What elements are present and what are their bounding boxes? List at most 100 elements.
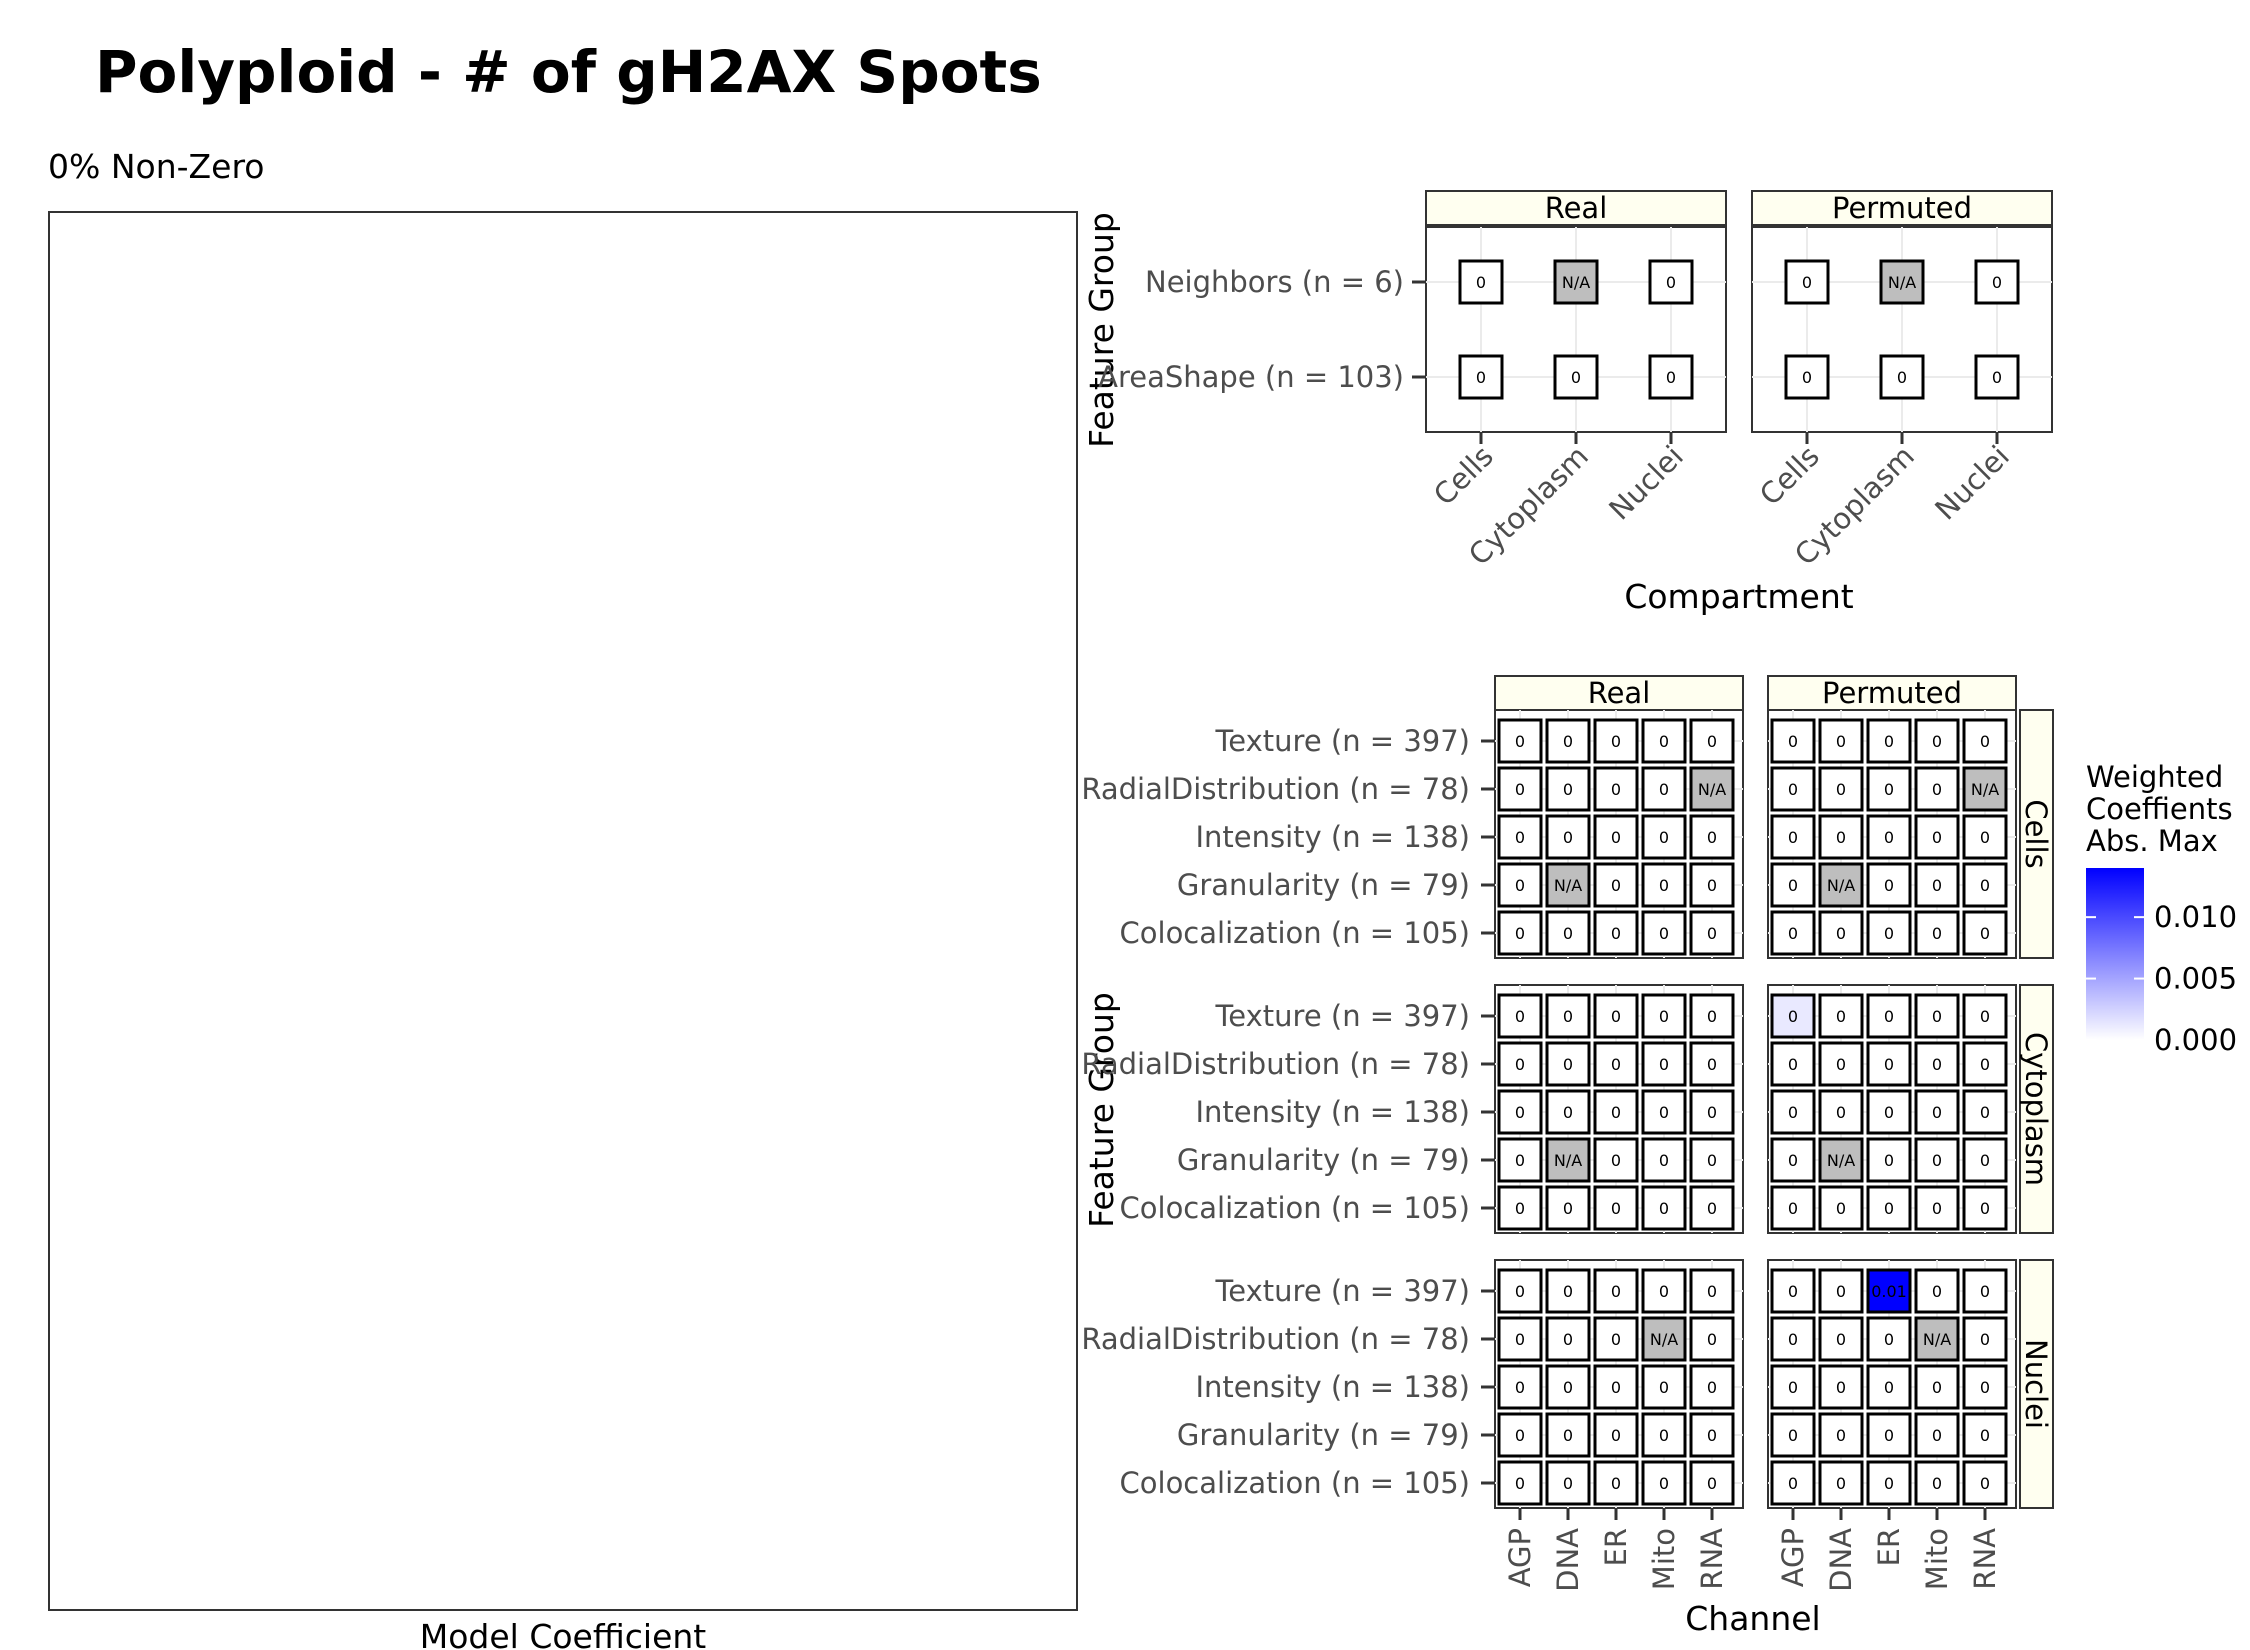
heatmap-cell (1818, 1316, 1864, 1362)
bottom-row-strip (2019, 1259, 2054, 1509)
heatmap-cell (1689, 910, 1735, 956)
cell-value-label: 0 (1563, 1199, 1573, 1218)
cell-value-label: 0 (1563, 828, 1573, 847)
cell-value-label: 0 (1659, 1378, 1669, 1397)
cell-value-label: 0 (1980, 1282, 1990, 1301)
cell-value-label: 0 (1932, 876, 1942, 895)
heatmap-cell (1497, 718, 1543, 764)
cell-value-label: 0 (1836, 1055, 1846, 1074)
cell-value-label: N/A (1650, 1330, 1678, 1349)
heatmap-cell (1458, 354, 1504, 400)
cell-value-label: 0 (1563, 1474, 1573, 1493)
heatmap-cell (1553, 259, 1599, 305)
cell-value-label: 0 (1884, 1199, 1894, 1218)
heatmap-cell (1497, 862, 1543, 908)
bottom-y-tick-label: Colocalization (n = 105) (1120, 916, 1470, 950)
cell-value-label: 0 (1515, 828, 1525, 847)
cell-value-label: 0 (1659, 1151, 1669, 1170)
cell-value-label: N/A (1888, 273, 1916, 292)
cell-value-label: 0 (1515, 1103, 1525, 1122)
heatmap-cell (1818, 1041, 1864, 1087)
cell-value-label: 0 (1788, 1378, 1798, 1397)
cell-value-label: 0 (1788, 1282, 1798, 1301)
cell-value-label: 0 (1611, 1426, 1621, 1445)
heatmap-cell (1593, 718, 1639, 764)
heatmap-cell (1770, 1460, 1816, 1506)
heatmap-cell (1866, 862, 1912, 908)
bottom-col-strip (1494, 675, 1744, 711)
heatmap-cell (1593, 1268, 1639, 1314)
cell-value-label: 0 (1707, 1282, 1717, 1301)
legend-colorbar (2086, 868, 2144, 1040)
heatmap-cell (1641, 1412, 1687, 1458)
heatmap-cell (1962, 718, 2008, 764)
cell-value-label: 0 (1659, 1055, 1669, 1074)
cell-value-label: N/A (1971, 780, 1999, 799)
cell-value-label: 0 (1788, 780, 1798, 799)
cell-value-label: 0 (1707, 924, 1717, 943)
heatmap-cell (1689, 1460, 1735, 1506)
cell-value-label: 0 (1788, 732, 1798, 751)
cell-value-label: 0 (1980, 924, 1990, 943)
bottom-col-strip-label: Real (1588, 676, 1651, 710)
heatmap-cell (1689, 1364, 1735, 1410)
heatmap-cell (1545, 910, 1591, 956)
heatmap-cell (1689, 1412, 1735, 1458)
bottom-x-tick-label: Mito (1920, 1528, 1954, 1590)
heatmap-cell (1818, 1412, 1864, 1458)
cell-value-label: 0 (1515, 1055, 1525, 1074)
top-strip (1425, 190, 1727, 226)
heatmap-cell (1784, 354, 1830, 400)
cell-value-label: N/A (1554, 876, 1582, 895)
cell-value-label: 0 (1611, 1007, 1621, 1026)
cell-value-label: 0 (1611, 924, 1621, 943)
cell-value-label: 0 (1836, 828, 1846, 847)
cell-value-label: 0 (1836, 1103, 1846, 1122)
bottom-y-tick-label: Granularity (n = 79) (1177, 868, 1470, 902)
heatmap-cell (1866, 1041, 1912, 1087)
cell-value-label: 0 (1563, 1282, 1573, 1301)
heatmap-cell (1818, 993, 1864, 1039)
heatmap-cell (1962, 1089, 2008, 1135)
heatmap-cell (1866, 910, 1912, 956)
heatmap-cell (1818, 1185, 1864, 1231)
bottom-col-strip-label: Permuted (1822, 676, 1962, 710)
bottom-x-axis-title: Channel (1685, 1599, 1820, 1638)
coefficient-plot: 0% Non-Zero Model Coefficient (48, 147, 1078, 1650)
heatmap-cell (1914, 993, 1960, 1039)
heatmap-cell (1545, 1412, 1591, 1458)
cell-value-label: 0 (1659, 1474, 1669, 1493)
cell-value-label: 0 (1515, 1007, 1525, 1026)
cell-value-label: 0 (1932, 828, 1942, 847)
heatmap-cell (1818, 766, 1864, 812)
cell-value-label: 0 (1836, 732, 1846, 751)
cell-value-label: 0 (1611, 1378, 1621, 1397)
cell-value-label: 0 (1611, 876, 1621, 895)
cell-value-label: 0 (1659, 1282, 1669, 1301)
heatmap-cell (1770, 1412, 1816, 1458)
scatter-x-label: Model Coefficient (420, 1617, 707, 1650)
bottom-row-strip-label: Cytoplasm (2019, 1032, 2053, 1186)
cell-value-label: 0 (1563, 1103, 1573, 1122)
heatmap-cell (1914, 1364, 1960, 1410)
bottom-y-tick-label: Granularity (n = 79) (1177, 1143, 1470, 1177)
heatmap-cell (1866, 1268, 1912, 1314)
bottom-x-tick-label: RNA (1695, 1528, 1729, 1590)
cell-value-label: 0 (1611, 780, 1621, 799)
cell-value-label: 0 (1788, 1330, 1798, 1349)
heatmap-cell (1962, 1364, 2008, 1410)
bottom-y-tick-label: Texture (n = 397) (1215, 724, 1470, 758)
heatmap-cell (1648, 354, 1694, 400)
heatmap-cell (1770, 1137, 1816, 1183)
cell-value-label: 0 (1611, 1474, 1621, 1493)
top-strip (1751, 190, 2053, 226)
heatmap-cell (1497, 993, 1543, 1039)
heatmap-cell (1770, 862, 1816, 908)
bottom-x-tick-label: ER (1872, 1528, 1906, 1566)
cell-value-label: 0 (1659, 1199, 1669, 1218)
heatmap-cell (1641, 1316, 1687, 1362)
legend-title-line: Weighted (2086, 760, 2223, 794)
heatmap-cell (1770, 1364, 1816, 1410)
heatmap-cell (1818, 1268, 1864, 1314)
